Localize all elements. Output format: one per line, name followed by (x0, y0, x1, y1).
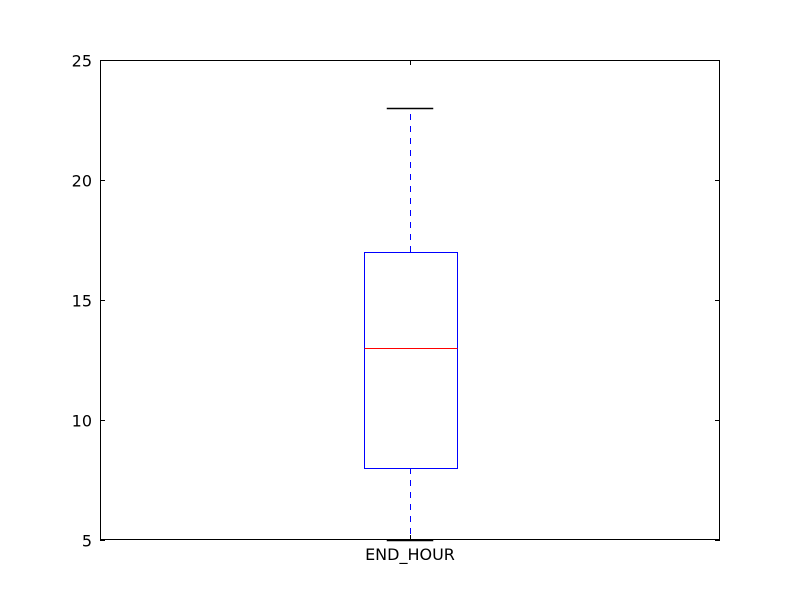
box-series (364, 107, 458, 542)
y-tick-label-0: 5 (82, 532, 92, 551)
plot-frame (100, 60, 720, 540)
y-tick-label-4: 25 (72, 52, 92, 71)
y-tick-label-2: 15 (72, 292, 92, 311)
x-tick-label-0: END_HOUR (365, 545, 455, 565)
y-tick-label-1: 10 (72, 412, 92, 431)
x-axis-labels: END_HOUR (365, 60, 455, 565)
box-iqr (364, 252, 458, 469)
y-axis-ticks: 5 10 15 20 25 (72, 52, 720, 551)
y-tick-label-3: 20 (72, 172, 92, 191)
